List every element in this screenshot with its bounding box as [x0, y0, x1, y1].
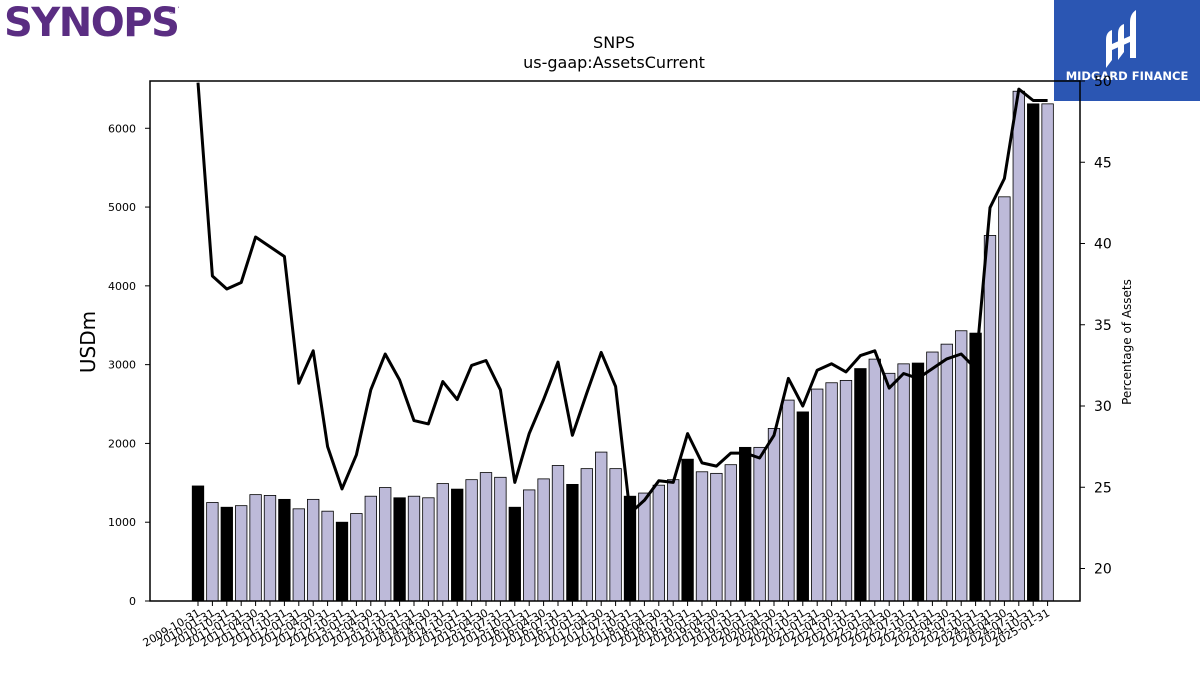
bar-2017-07-31 — [609, 468, 622, 602]
bar-2024-10-31 — [1027, 103, 1040, 602]
bar-2015-10-31 — [508, 506, 521, 602]
bar-2019-07-31 — [724, 464, 737, 602]
bar-2011-10-31 — [278, 498, 291, 602]
publisher-name: MIDGARD FINANCE — [1066, 69, 1189, 83]
y-tick-label: 5000 — [108, 201, 136, 214]
bar-2013-10-31 — [393, 497, 406, 602]
bar-2011-04-30 — [249, 494, 262, 602]
y2-tick-label: 25 — [1094, 480, 1112, 496]
midgard-emblem-icon — [1106, 10, 1136, 68]
y-tick-label: 1000 — [108, 516, 136, 529]
bar-2023-01-31 — [926, 351, 939, 602]
bar-2018-04-30 — [652, 484, 665, 602]
y2-tick-label: 20 — [1094, 562, 1112, 578]
bar-2016-07-31 — [551, 465, 565, 602]
bar-2018-07-31 — [667, 479, 680, 602]
line-series — [196, 82, 1048, 515]
bar-2015-07-31 — [494, 476, 507, 602]
bar-series — [191, 90, 1054, 602]
bar-2022-01-31 — [868, 358, 881, 602]
percentage-line — [196, 82, 1048, 515]
bar-2021-01-31 — [811, 388, 824, 602]
bar-2024-04-30 — [998, 196, 1011, 602]
bar-2023-10-31 — [969, 332, 982, 602]
y2-tick-label: 45 — [1094, 155, 1112, 171]
axes: 0100020003000400050006000202530354045502… — [108, 74, 1112, 650]
bar-2021-04-30 — [825, 382, 838, 602]
bar-2017-04-30 — [595, 451, 608, 602]
bar-2022-10-31 — [911, 362, 925, 602]
bar-2014-07-31 — [436, 483, 449, 602]
bar-2014-10-31 — [451, 488, 464, 602]
bar-2019-04-30 — [710, 472, 723, 602]
bar-2013-07-31 — [379, 487, 392, 602]
y2-tick-label: 40 — [1094, 237, 1112, 253]
y-tick-label: 0 — [129, 595, 136, 608]
plot-frame — [149, 80, 1081, 602]
midgard-finance-logo: MIDGARD FINANCE — [1054, 0, 1200, 101]
bar-2013-04-30 — [364, 495, 377, 602]
y2-tick-label: 50 — [1094, 74, 1112, 90]
bar-2019-10-31 — [739, 446, 752, 602]
bar-2013-01-31 — [350, 513, 363, 602]
y-tick-label: 3000 — [108, 359, 136, 372]
bar-2016-01-31 — [523, 489, 536, 602]
bar-2016-04-30 — [537, 478, 550, 602]
bar-2020-07-31 — [782, 399, 795, 602]
bar-2011-01-31 — [235, 505, 248, 602]
y2-tick-label: 30 — [1094, 399, 1112, 415]
chart-subtitle: us-gaap:AssetsCurrent — [523, 53, 705, 72]
bar-2025-01-31 — [1041, 103, 1054, 602]
bar-2015-04-30 — [479, 472, 493, 602]
bar-2024-07-31 — [1012, 90, 1025, 602]
y2-tick-label: 35 — [1094, 318, 1112, 334]
bar-2017-01-31 — [580, 468, 593, 602]
bar-2024-01-31 — [983, 235, 997, 602]
bar-2019-01-31 — [695, 471, 709, 602]
bar-2009-10-31 — [191, 485, 205, 602]
logo-background — [1054, 0, 1200, 101]
y-tick-label: 2000 — [108, 437, 136, 450]
bar-2012-10-31 — [335, 521, 349, 602]
bar-2020-04-30 — [767, 428, 781, 602]
bar-2014-01-31 — [407, 495, 421, 602]
y-tick-label: 6000 — [108, 122, 136, 135]
bar-2015-01-31 — [465, 479, 478, 602]
bar-2010-10-31 — [220, 506, 233, 602]
bar-2010-01-31 — [206, 502, 219, 602]
chart-title: SNPS — [593, 33, 635, 52]
bar-2020-10-31 — [796, 411, 809, 602]
bar-2011-07-31 — [263, 495, 277, 602]
bar-2012-07-31 — [321, 510, 334, 602]
y2-axis-label: Percentage of Assets — [1120, 279, 1134, 405]
bar-2022-07-31 — [897, 363, 910, 602]
bar-2012-01-31 — [292, 508, 305, 602]
bar-2012-04-30 — [307, 498, 320, 602]
bar-2020-01-31 — [753, 446, 766, 602]
bar-2021-10-31 — [854, 368, 867, 602]
bar-2016-10-31 — [566, 483, 579, 602]
bar-2022-04-30 — [883, 372, 896, 602]
bar-2023-07-31 — [955, 330, 968, 602]
bar-2018-10-31 — [681, 458, 694, 602]
y-tick-label: 4000 — [108, 280, 136, 293]
bar-2018-01-31 — [638, 492, 651, 602]
y-axis-label: USDm — [76, 311, 100, 373]
bar-2023-04-30 — [940, 343, 953, 602]
bar-2014-04-30 — [422, 497, 435, 602]
bar-2021-07-31 — [839, 379, 853, 602]
registered-mark: ® — [168, 7, 176, 16]
